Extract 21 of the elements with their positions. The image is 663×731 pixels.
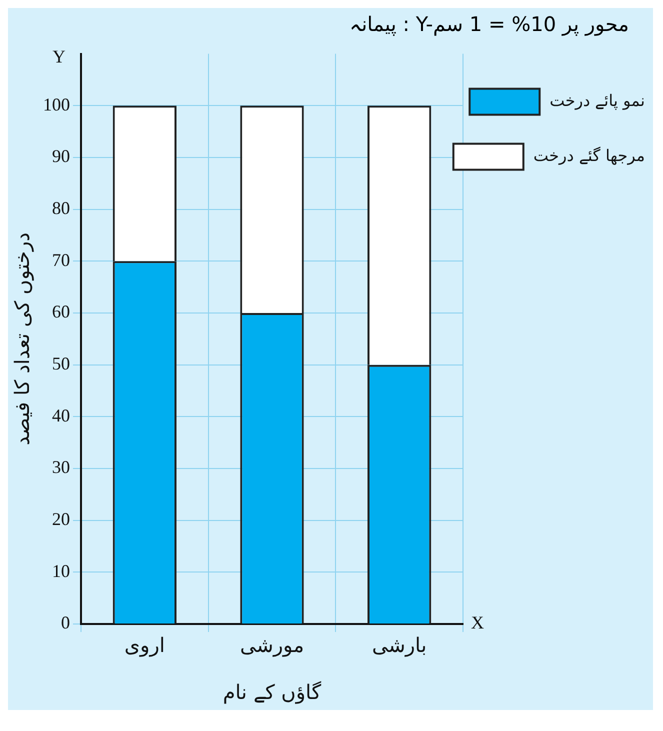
y-axis-title: درختوں کی تعداد کا فیصد bbox=[10, 232, 34, 446]
x-tick-label: مورشی bbox=[240, 633, 304, 658]
y-tick-label: 100 bbox=[43, 94, 70, 114]
y-tick-label: 70 bbox=[52, 250, 70, 270]
y-tick-label: 20 bbox=[52, 509, 70, 530]
x-axis-title: گاؤں کے نام bbox=[222, 680, 322, 704]
x-tick-label: بارشی bbox=[372, 633, 427, 658]
y-tick-label: 40 bbox=[52, 405, 70, 426]
y-tick-label: 90 bbox=[52, 146, 70, 166]
text: X bbox=[471, 612, 484, 633]
y-tick-label: 0 bbox=[61, 612, 70, 633]
legend-label: نمو پائے درخت bbox=[550, 90, 645, 110]
text: Y bbox=[52, 46, 66, 67]
x-tick-label: اروی bbox=[124, 633, 165, 658]
y-tick-label: 30 bbox=[52, 457, 70, 478]
chart-title: پیمانہ : Y-محور پر 10% = 1 سم bbox=[8, 8, 653, 40]
y-tick-label: 10 bbox=[52, 560, 70, 581]
y-tick-label: 60 bbox=[52, 302, 70, 322]
y-tick-label: 50 bbox=[52, 354, 70, 374]
y-tick-label: 80 bbox=[52, 198, 70, 218]
legend-label: مرجھا گئے درخت bbox=[533, 146, 645, 165]
